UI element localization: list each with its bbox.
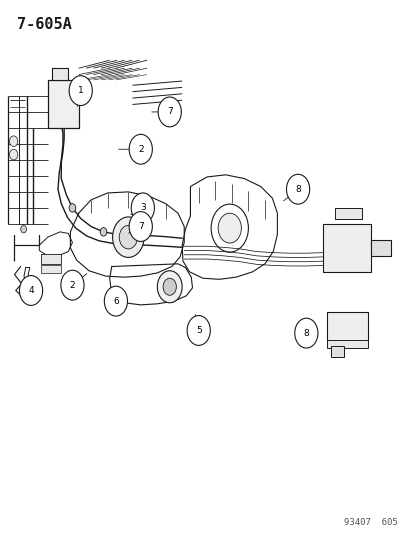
Circle shape	[112, 217, 144, 257]
Text: 8: 8	[294, 185, 300, 193]
Bar	[335, 208, 361, 219]
Circle shape	[9, 149, 18, 160]
Bar	[370, 240, 390, 256]
Bar	[326, 312, 368, 341]
Circle shape	[187, 316, 210, 345]
Circle shape	[69, 76, 92, 106]
Text: 7-605A: 7-605A	[17, 17, 71, 32]
Circle shape	[158, 97, 181, 127]
Circle shape	[157, 271, 182, 303]
Circle shape	[21, 225, 26, 233]
Text: 7: 7	[138, 222, 143, 231]
Circle shape	[141, 231, 148, 240]
Text: 3: 3	[140, 204, 145, 212]
Bar	[47, 80, 78, 128]
Circle shape	[163, 278, 176, 295]
Circle shape	[100, 228, 107, 236]
Circle shape	[9, 136, 18, 147]
Text: 2: 2	[138, 145, 143, 154]
Text: 7: 7	[166, 108, 172, 116]
Circle shape	[119, 225, 137, 249]
Bar	[52, 68, 68, 80]
Text: 1: 1	[78, 86, 83, 95]
Text: 6: 6	[113, 297, 119, 305]
Circle shape	[218, 213, 241, 243]
Bar	[322, 224, 370, 272]
Text: 93407  605: 93407 605	[343, 518, 396, 527]
Bar	[41, 254, 61, 264]
Circle shape	[294, 318, 317, 348]
Bar	[326, 340, 368, 348]
Text: 2: 2	[69, 281, 75, 289]
Circle shape	[129, 134, 152, 164]
Bar	[41, 265, 61, 273]
Circle shape	[131, 193, 154, 223]
Circle shape	[69, 204, 76, 212]
Circle shape	[19, 276, 43, 305]
Circle shape	[286, 174, 309, 204]
Circle shape	[129, 212, 152, 241]
Circle shape	[104, 286, 127, 316]
Text: 4: 4	[28, 286, 34, 295]
Bar	[330, 346, 343, 357]
Text: 5: 5	[195, 326, 201, 335]
Circle shape	[61, 270, 84, 300]
Text: 8: 8	[303, 329, 309, 337]
